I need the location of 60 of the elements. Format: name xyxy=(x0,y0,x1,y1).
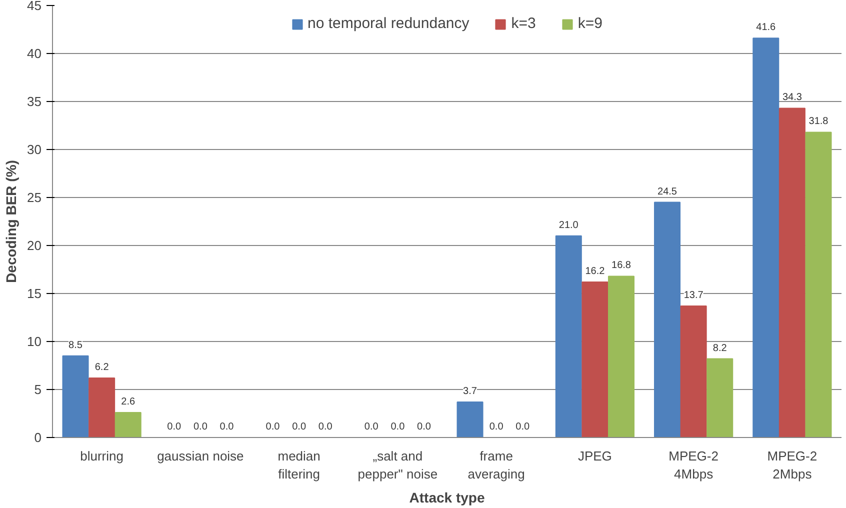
data-label: 3.7 xyxy=(463,386,478,397)
data-label: 0.0 xyxy=(167,422,182,432)
bar xyxy=(654,202,681,438)
data-label: 34.3 xyxy=(782,92,802,104)
data-label: 0.0 xyxy=(193,422,208,432)
data-label: 24.5 xyxy=(658,186,678,198)
bar xyxy=(555,235,582,438)
x-tick-label: MPEG-2 4Mbps xyxy=(668,448,718,482)
bar xyxy=(456,401,484,438)
bar xyxy=(62,355,89,438)
data-label: 0.0 xyxy=(489,422,504,432)
data-label: 16.8 xyxy=(612,260,632,272)
data-label: 0.0 xyxy=(220,422,234,432)
data-label: 0.0 xyxy=(417,422,432,432)
data-label: 8.5 xyxy=(68,340,83,351)
x-tick-label: MPEG-2 2Mbps xyxy=(767,448,818,482)
y-tick-label: 35 xyxy=(27,94,42,109)
bar xyxy=(680,305,707,438)
data-label: 21.0 xyxy=(558,220,579,231)
data-label: 41.6 xyxy=(756,22,776,34)
x-tick-label: frame averaging xyxy=(468,448,525,482)
y-tick-label: 5 xyxy=(34,382,42,397)
data-label: 0.0 xyxy=(364,422,379,432)
data-label: 31.8 xyxy=(808,116,829,128)
data-label: 16.2 xyxy=(585,266,606,277)
y-tick-label: 15 xyxy=(27,286,42,301)
data-label: 6.2 xyxy=(94,362,110,373)
x-tick-label: gaussian noise xyxy=(157,448,244,464)
y-tick-label: 45 xyxy=(27,0,42,13)
y-tick-label: 20 xyxy=(27,238,42,253)
data-label: 13.7 xyxy=(684,290,704,301)
data-label: 0.0 xyxy=(318,422,333,432)
data-label: 2.6 xyxy=(121,396,136,408)
data-label: 0.0 xyxy=(516,422,530,432)
legend-label: k=3 xyxy=(511,15,536,32)
bar xyxy=(805,132,832,438)
legend-label: no temporal redundancy xyxy=(308,15,470,32)
bar xyxy=(88,377,116,438)
bar xyxy=(582,281,608,438)
x-tick-label: median filtering xyxy=(278,448,320,482)
x-axis-title: Attack type xyxy=(409,490,485,506)
y-tick-label: 0 xyxy=(34,430,42,445)
x-tick-label: blurring xyxy=(80,448,124,464)
data-label: 0.0 xyxy=(292,422,306,432)
bar xyxy=(706,358,734,438)
data-label: 0.0 xyxy=(390,422,406,432)
y-tick-label: 40 xyxy=(27,46,42,61)
y-tick-label: 30 xyxy=(27,142,42,157)
bar xyxy=(608,276,634,438)
bar xyxy=(752,38,780,438)
y-axis-title: Decoding BER (%) xyxy=(3,160,20,283)
bar xyxy=(778,108,806,438)
x-tick-label: JPEG xyxy=(578,448,612,464)
data-label: 8.2 xyxy=(712,342,728,354)
x-tick-label: „salt and pepper" noise xyxy=(358,448,438,482)
y-tick-label: 25 xyxy=(27,190,42,205)
y-tick-label: 10 xyxy=(27,334,42,349)
data-label: 0.0 xyxy=(266,422,280,432)
bar xyxy=(114,412,142,438)
legend-label: k=9 xyxy=(578,15,602,32)
